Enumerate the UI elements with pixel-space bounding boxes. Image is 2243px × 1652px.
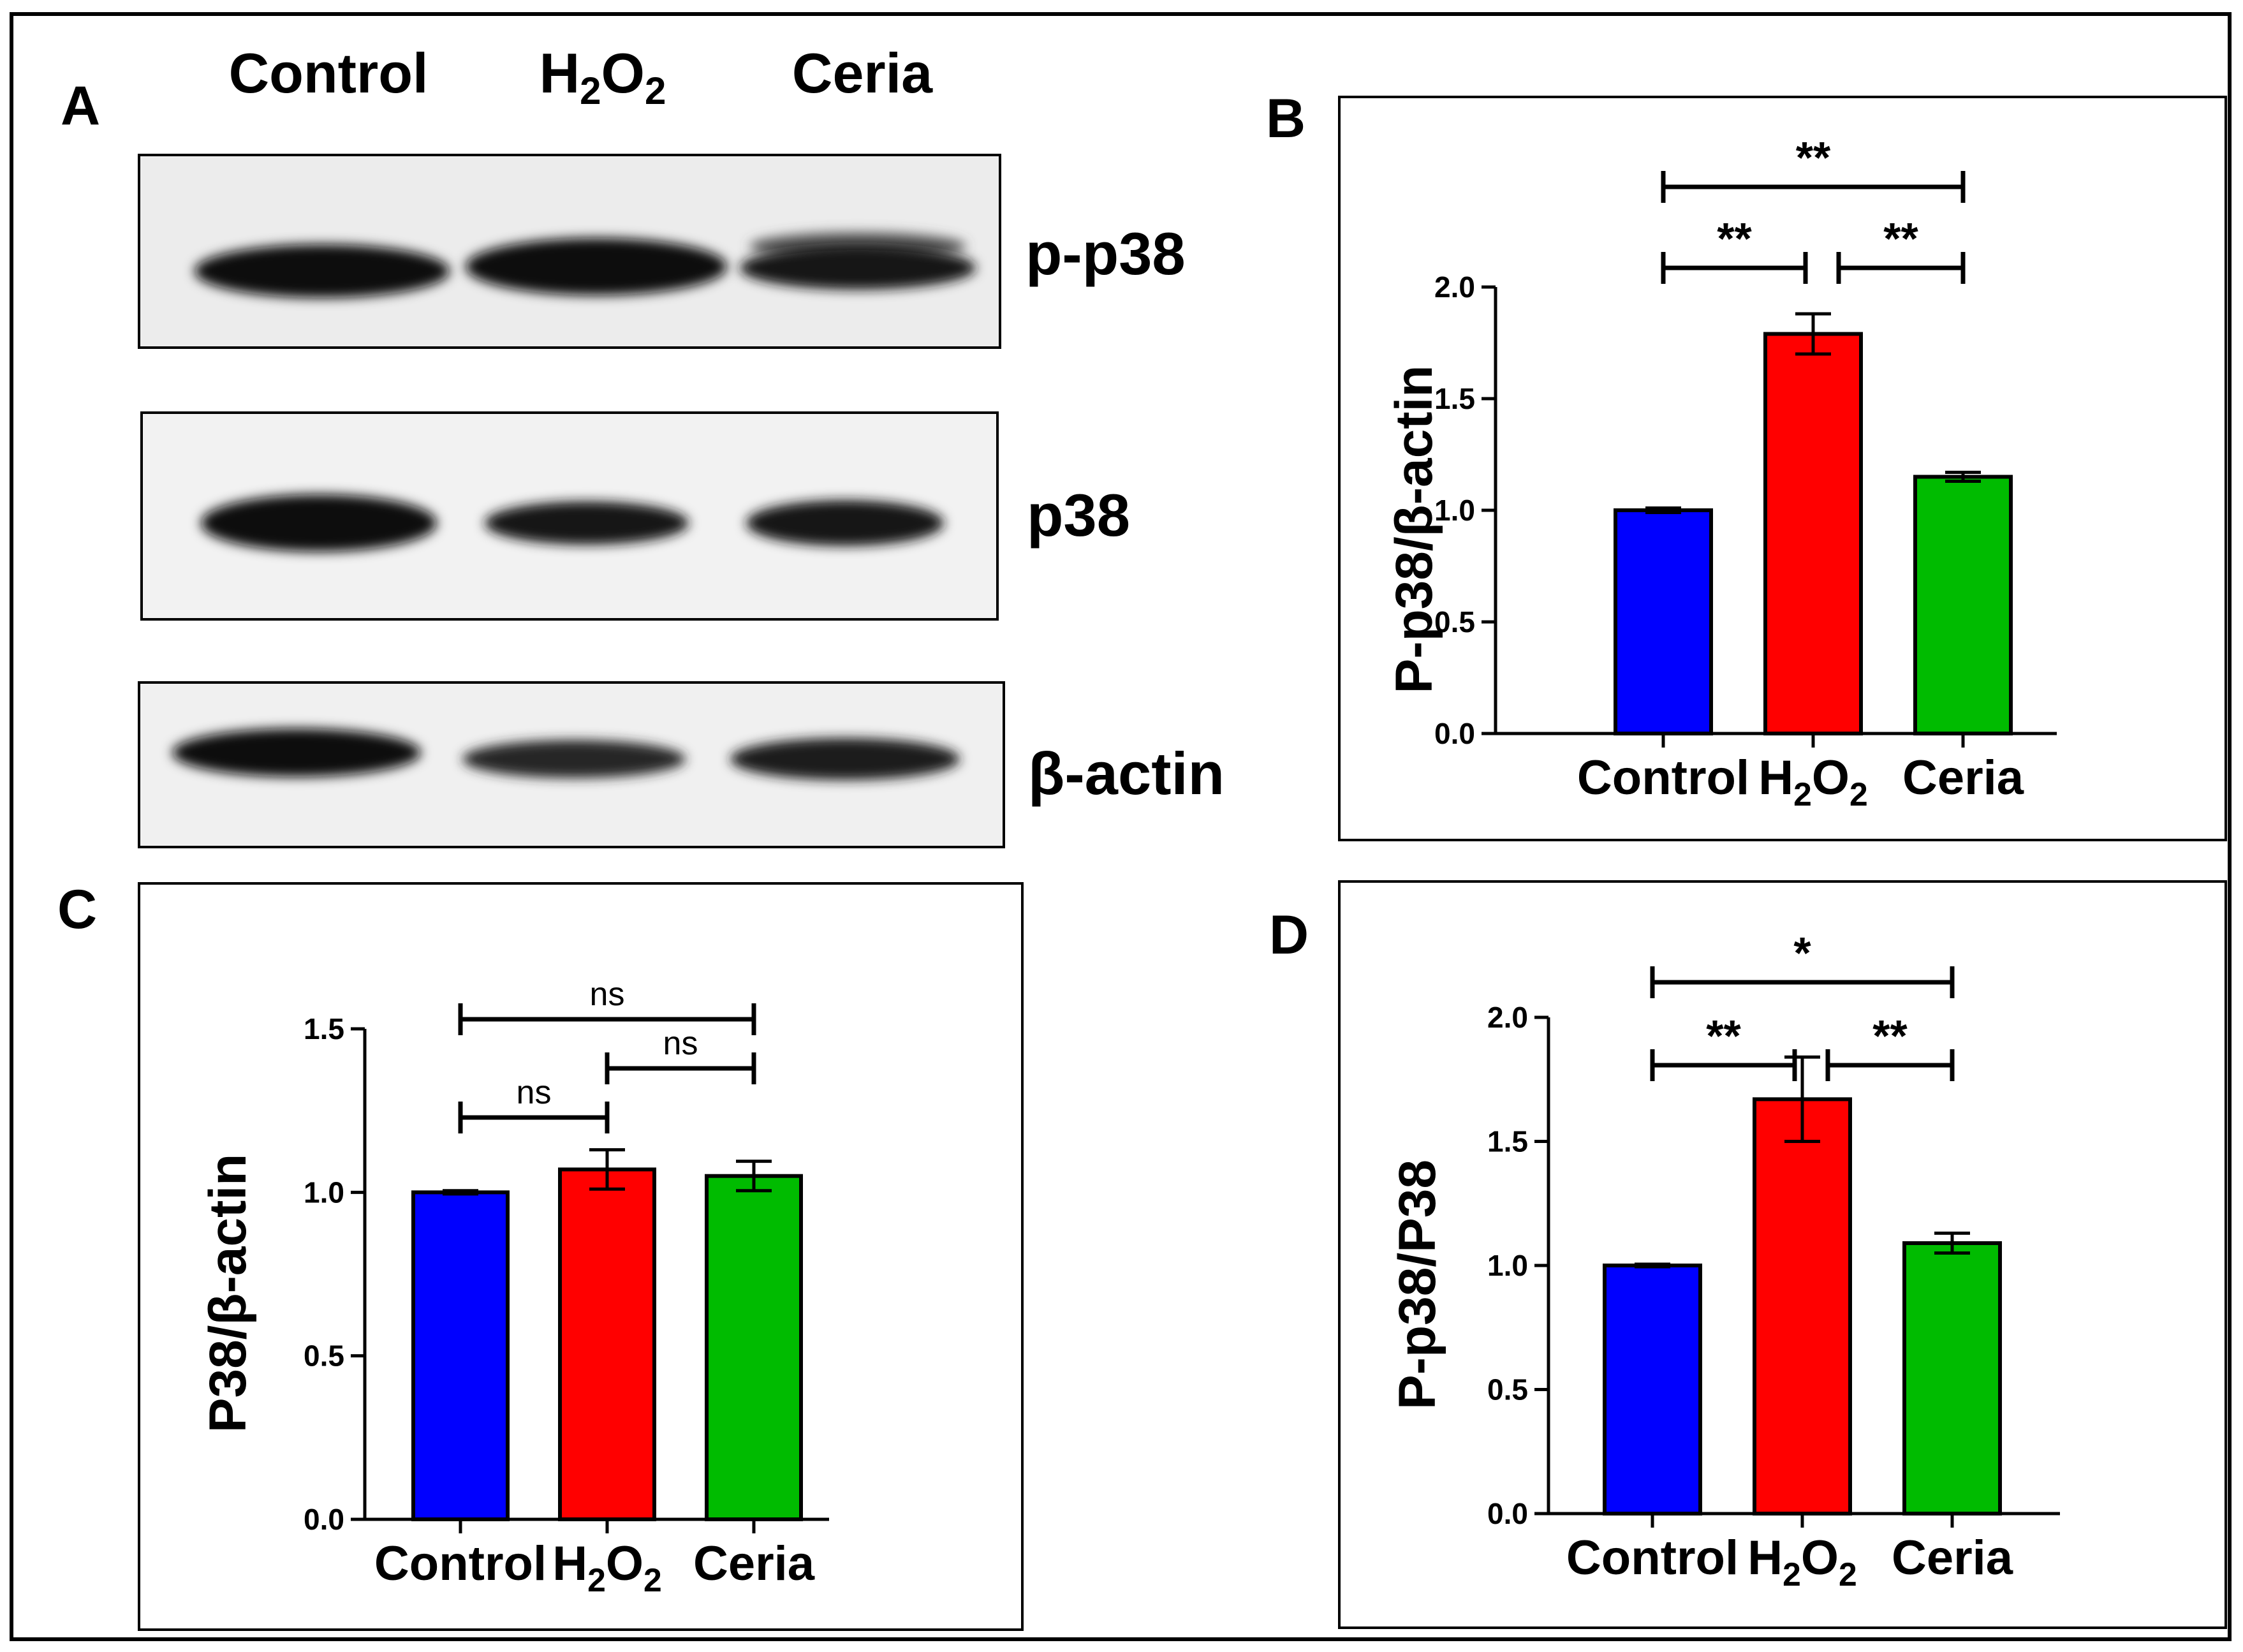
x-tick-label: H2O2: [1747, 1531, 1857, 1593]
band-label-p-p38: p-p38: [1026, 220, 1186, 287]
y-tick-label: 0.0: [304, 1503, 344, 1536]
y-axis-label: P-p38/β-actin: [1385, 365, 1443, 694]
bar-ceria: [1902, 1241, 2002, 1516]
chart-d: 0.0 0.5 1.0 1.5 2.0 P-p38/P38 Control H2O2 Ceria…: [1388, 928, 2060, 1593]
y-tick-label: 2.0: [1487, 1001, 1528, 1034]
panel-letter-b: B: [1266, 88, 1305, 149]
y-axis-label: P38/β-actin: [199, 1154, 257, 1433]
significance-label: **: [1796, 133, 1831, 182]
panel-letter-c: C: [57, 879, 97, 940]
blot-panel: Control H2O2 Ceria p-p38 p38: [138, 41, 1224, 848]
lane-label-control: Control: [229, 41, 429, 105]
panel-letter-d: D: [1269, 904, 1309, 966]
band-label-p38: p38: [1027, 482, 1130, 549]
y-tick-label: 1.5: [1487, 1125, 1528, 1158]
blot-strip-beta-actin: [138, 681, 1005, 848]
panel-frame-c: [138, 882, 1024, 1631]
y-tick-label: 0.5: [304, 1339, 344, 1373]
bar-ceria: [1913, 475, 2013, 735]
y-axis-label: P-p38/P38: [1388, 1160, 1446, 1410]
y-tick-label: 0.5: [1487, 1373, 1528, 1406]
x-tick-label: Ceria: [1902, 751, 2024, 805]
band-p-p38-h2o2: [466, 238, 727, 295]
y-tick-label: 1.5: [304, 1012, 344, 1045]
bar-control: [411, 1190, 510, 1522]
band-label-beta-actin: β-actin: [1028, 740, 1224, 807]
bar-ceria: [705, 1174, 803, 1521]
band-actin-h2o2: [462, 740, 686, 778]
x-tick-label: Ceria: [1892, 1531, 2013, 1585]
y-tick-label: 2.0: [1434, 270, 1475, 304]
panel-letter-a: A: [61, 75, 100, 136]
significance-label: **: [1717, 214, 1752, 263]
lane-label-ceria: Ceria: [792, 41, 933, 105]
y-tick-label: 0.5: [1434, 605, 1475, 638]
y-tick-label: 1.0: [1434, 494, 1475, 527]
chart-c: 0.0 0.5 1.0 1.5 P38/β-actin Control H2O2 Ceria n…: [199, 976, 829, 1598]
y-tick-label: 0.0: [1434, 717, 1475, 750]
band-p38-h2o2: [485, 501, 689, 545]
bar-h2o2: [1763, 332, 1863, 735]
y-tick-label: 1.0: [304, 1176, 344, 1209]
y-tick-label: 0.0: [1487, 1497, 1528, 1530]
panel-frame-b: [1338, 96, 2227, 841]
significance-label: **: [1883, 214, 1918, 263]
bar-h2o2: [558, 1167, 656, 1521]
panel-frame-d: [1338, 880, 2227, 1629]
significance-label: ns: [517, 1074, 552, 1111]
bar-control: [1614, 508, 1713, 735]
band-actin-ceria: [730, 738, 960, 780]
band-p38-control: [201, 494, 437, 552]
y-tick-label: 1.0: [1487, 1249, 1528, 1282]
blot-strip-p38: [140, 411, 999, 621]
band-p38-ceria: [746, 500, 944, 546]
significance-label: **: [1872, 1011, 1908, 1061]
significance-label: **: [1706, 1011, 1741, 1061]
band-p-p38-ceria: [740, 246, 976, 290]
significance-label: ns: [663, 1025, 698, 1062]
x-tick-label: H2O2: [552, 1537, 662, 1598]
x-tick-label: Ceria: [693, 1537, 815, 1591]
significance-label: ns: [590, 976, 625, 1013]
bar-control: [1603, 1264, 1702, 1516]
lane-label-h2o2: H2O2: [540, 41, 666, 112]
x-tick-label: Control: [1566, 1531, 1739, 1585]
y-tick-label: 1.5: [1434, 382, 1475, 415]
band-p-p38-control: [195, 244, 450, 298]
band-actin-control: [172, 728, 421, 777]
bar-h2o2: [1753, 1097, 1852, 1516]
x-tick-label: Control: [1577, 751, 1749, 805]
significance-label: *: [1793, 928, 1811, 978]
blot-strip-p-p38: [138, 154, 1001, 349]
x-tick-label: Control: [374, 1537, 547, 1591]
